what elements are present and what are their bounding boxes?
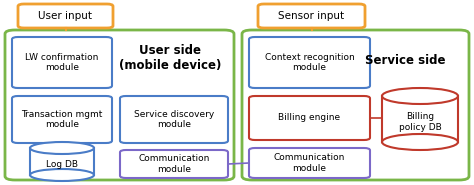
Text: Service side: Service side [365, 53, 445, 66]
Text: Context recognition
module: Context recognition module [264, 53, 355, 72]
FancyBboxPatch shape [258, 4, 365, 28]
Text: User input: User input [38, 11, 92, 21]
Text: Service discovery
module: Service discovery module [134, 110, 214, 129]
Bar [30, 148, 94, 175]
FancyBboxPatch shape [249, 96, 370, 140]
FancyBboxPatch shape [249, 37, 370, 88]
Text: LW confirmation
module: LW confirmation module [25, 53, 99, 72]
Ellipse shape [382, 88, 458, 104]
Ellipse shape [30, 142, 94, 154]
Text: Transaction mgmt
module: Transaction mgmt module [21, 110, 103, 129]
FancyBboxPatch shape [120, 96, 228, 143]
Text: Communication
module: Communication module [274, 153, 345, 173]
FancyBboxPatch shape [12, 37, 112, 88]
Text: Billing
policy DB: Billing policy DB [399, 112, 441, 132]
FancyBboxPatch shape [242, 30, 469, 180]
FancyBboxPatch shape [249, 148, 370, 178]
FancyBboxPatch shape [18, 4, 113, 28]
Text: Log DB: Log DB [46, 160, 78, 169]
Text: Sensor input: Sensor input [278, 11, 345, 21]
Text: Communication
module: Communication module [138, 154, 210, 174]
Ellipse shape [382, 134, 458, 150]
Text: User side
(mobile device): User side (mobile device) [119, 44, 221, 72]
FancyBboxPatch shape [5, 30, 234, 180]
Ellipse shape [30, 169, 94, 181]
FancyBboxPatch shape [12, 96, 112, 143]
Bar [382, 96, 458, 142]
Text: Billing engine: Billing engine [278, 114, 340, 122]
FancyBboxPatch shape [120, 150, 228, 178]
